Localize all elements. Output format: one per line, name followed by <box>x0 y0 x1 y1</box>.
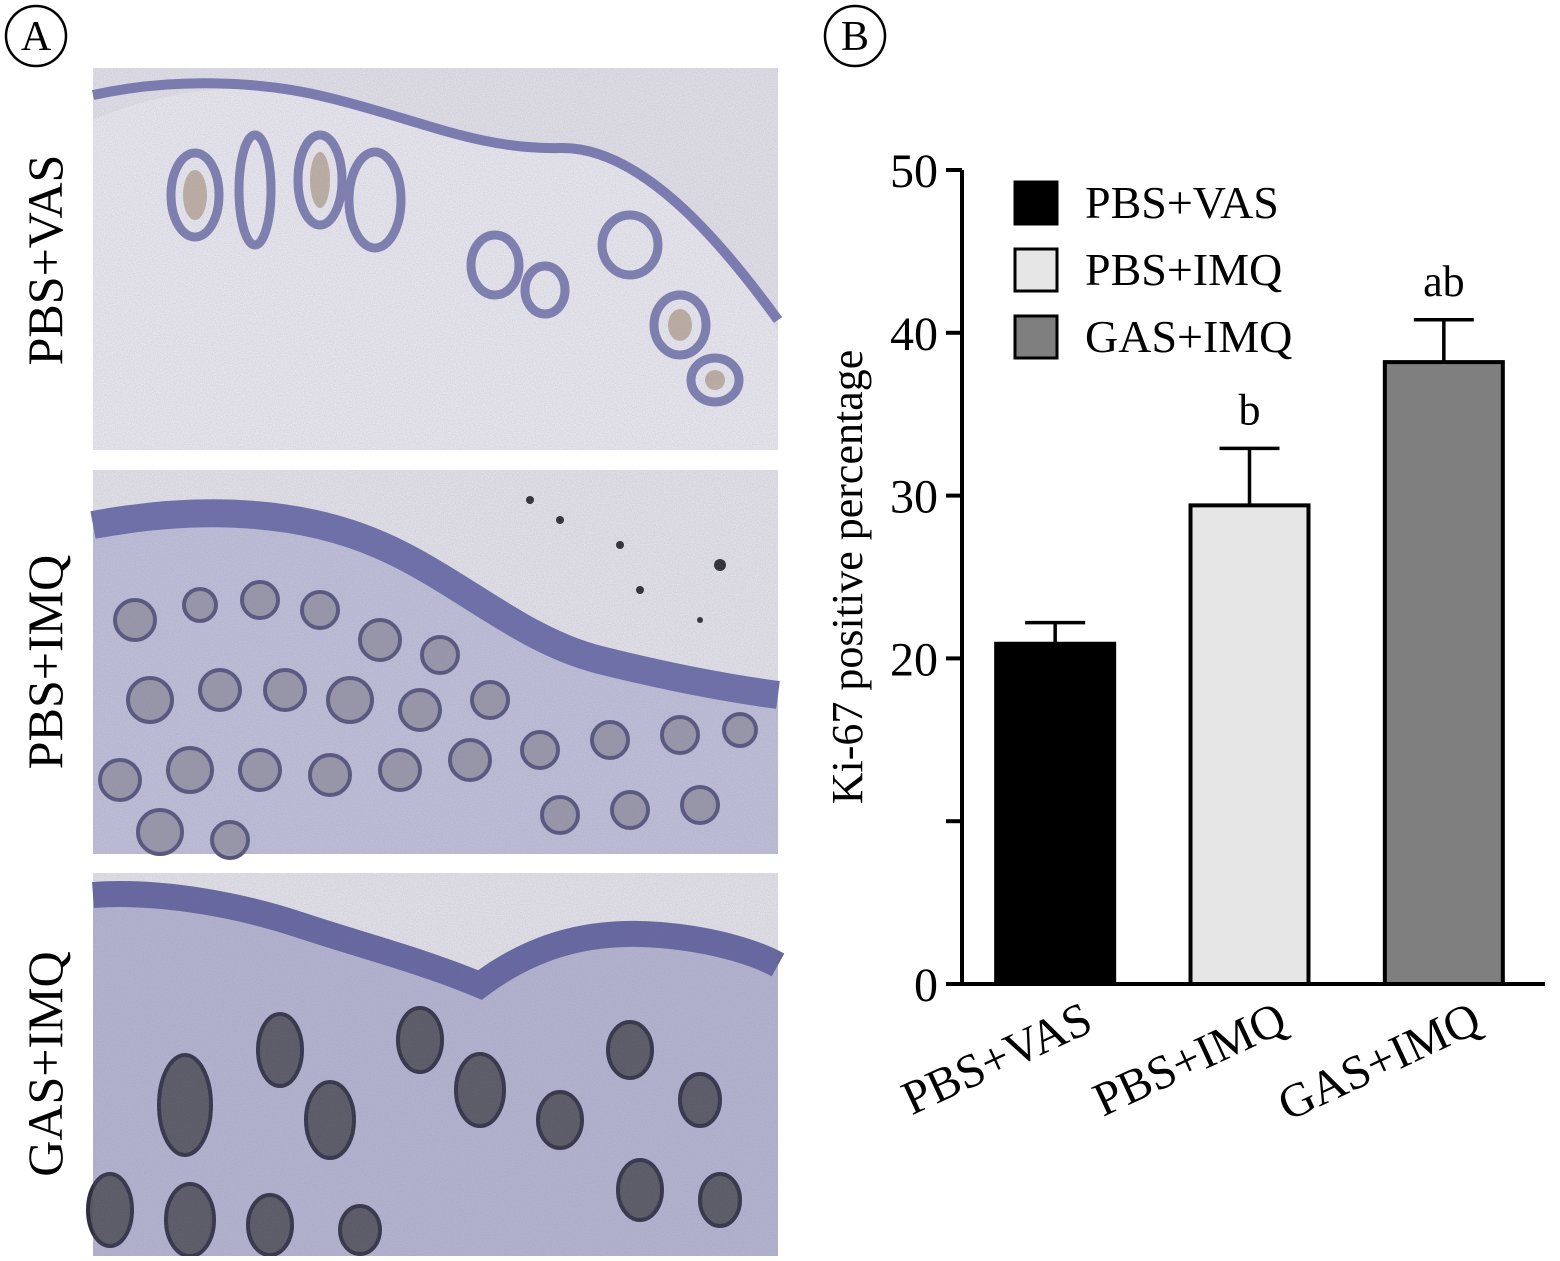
micrograph-gas-imq <box>86 873 785 1258</box>
x-tick-label: PBS+IMQ <box>1085 992 1294 1127</box>
legend-swatch <box>1013 314 1059 360</box>
x-tick-label: GAS+IMQ <box>1270 992 1489 1131</box>
legend-swatch <box>1013 180 1059 226</box>
row-label-pbs-vas: PBS+VAS <box>17 155 73 366</box>
legend-label: PBS+IMQ <box>1085 244 1282 295</box>
micrograph-pbs-imq <box>90 470 780 860</box>
row-label-gas-imq: GAS+IMQ <box>17 951 73 1176</box>
panel-a-label: A <box>21 14 52 60</box>
panel-b: B 0 20 30 40 50 Ki-67 positive percentage PBS+… <box>823 4 1545 1131</box>
significance-label: b <box>1239 385 1261 434</box>
bar <box>994 641 1117 986</box>
y-axis-label: Ki-67 positive percentage <box>823 350 872 805</box>
legend-swatch <box>1013 247 1059 293</box>
panel-b-badge <box>823 4 887 68</box>
panel-b-label: B <box>841 14 869 60</box>
y-tick-label: 30 <box>890 471 938 524</box>
bar-chart: 0 20 30 40 50 Ki-67 positive percentage PBS+VA… <box>823 145 1545 1131</box>
row-label-pbs-imq: PBS+IMQ <box>17 555 73 769</box>
panel-a: A PBS+V <box>4 4 785 1258</box>
y-tick-label: 40 <box>890 308 938 361</box>
panel-a-badge <box>4 4 68 68</box>
bar <box>1188 503 1311 986</box>
micrograph-pbs-vas <box>91 68 783 451</box>
y-tick-label: 20 <box>890 633 938 686</box>
y-tick-label: 50 <box>890 145 938 198</box>
legend-label: GAS+IMQ <box>1085 311 1292 362</box>
legend-label: PBS+VAS <box>1085 177 1279 228</box>
bar <box>1382 360 1505 986</box>
y-tick-label: 0 <box>914 959 938 1012</box>
significance-label: ab <box>1423 257 1465 306</box>
